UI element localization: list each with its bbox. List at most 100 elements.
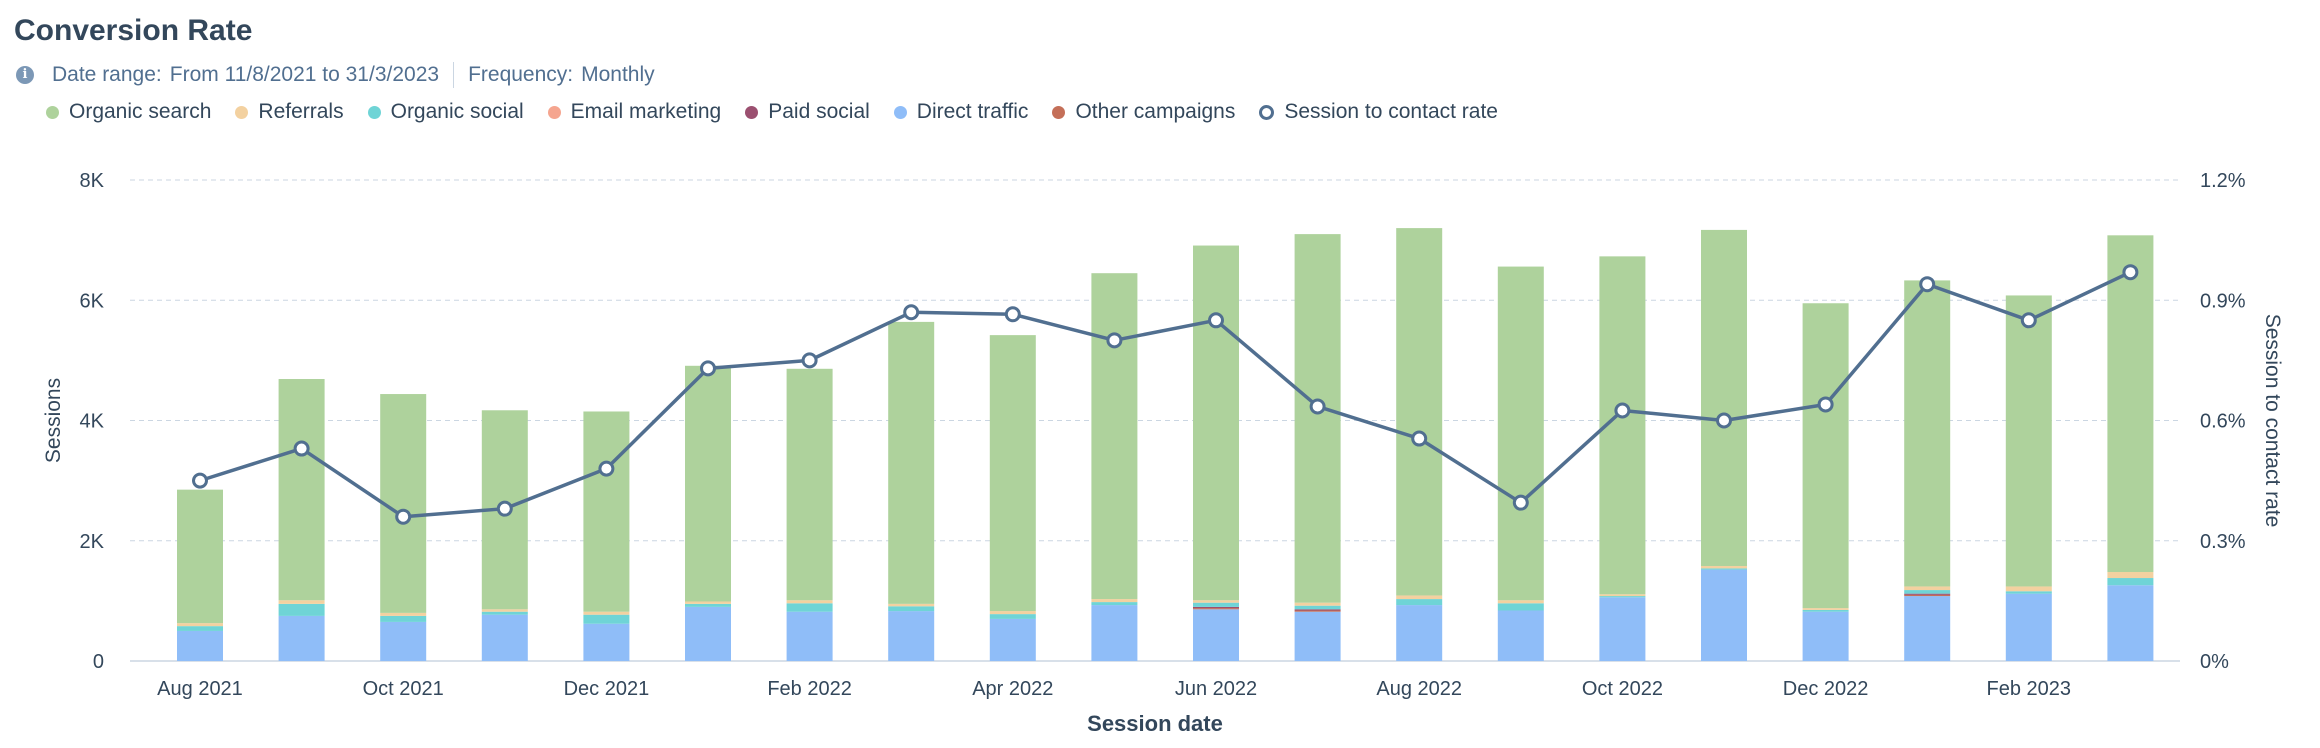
legend-item-direct-traffic[interactable]: Direct traffic	[893, 100, 1028, 124]
bar-segment-organic-search	[786, 368, 833, 601]
y-tick-label: 0	[93, 651, 104, 673]
bar-segment-organic-search	[888, 321, 935, 604]
bar-segment-organic-social	[685, 603, 731, 607]
legend-swatch	[745, 105, 759, 119]
bar-segment-organic-social	[1701, 568, 1747, 570]
legend-item-referrals[interactable]: Referrals	[235, 100, 344, 124]
x-tick-label: Aug 2021	[157, 678, 243, 700]
rate-line	[199, 270, 2132, 519]
bar-segment-organic-social	[1091, 602, 1138, 606]
bar-segment-organic-social	[1193, 602, 1239, 607]
rate-point	[1208, 312, 1224, 329]
bar-segment-direct-traffic	[1904, 596, 1951, 661]
bar-segment-direct-traffic	[2107, 585, 2154, 661]
bar-segment-organic-social	[1396, 599, 1443, 606]
legend-swatch	[367, 105, 381, 119]
bar-segment-direct-traffic	[583, 623, 630, 661]
legend-swatch	[547, 105, 561, 119]
meta-divider	[453, 62, 455, 88]
legend-item-paid-social[interactable]: Paid social	[745, 100, 870, 124]
x-tick-label: Feb 2023	[1987, 678, 2072, 700]
rate-point	[293, 440, 310, 457]
bar-segment-organic-search	[1193, 245, 1239, 601]
rate-point	[192, 472, 208, 489]
bar-segment-organic-search	[1701, 229, 1747, 567]
rate-point	[1512, 494, 1529, 511]
x-axis-title: Session date	[1087, 711, 1223, 736]
bar-segment-referrals	[989, 611, 1036, 615]
rate-point	[598, 460, 615, 477]
y2-tick-label: 1.2%	[2200, 170, 2246, 192]
bar-segment-direct-traffic	[888, 611, 935, 661]
bar-segment-referrals	[1802, 608, 1849, 610]
bar-segment-organic-social	[380, 615, 427, 622]
bar-segment-referrals	[2005, 586, 2052, 592]
bar-segment-direct-traffic	[1802, 611, 1849, 661]
y-axis-title: Sessions	[42, 378, 65, 463]
bar-segment-organic-search	[1396, 228, 1443, 596]
date-range-label: Date range:	[52, 63, 162, 86]
bar-segment-organic-social	[1904, 590, 1951, 594]
bar-segment-organic-search	[1802, 303, 1849, 609]
legend-label: Other campaigns	[1075, 100, 1236, 123]
bar-segment-referrals	[1701, 566, 1747, 569]
bar-segment-organic-social	[481, 611, 528, 615]
date-range: Date range: From 11/8/2021 to 31/3/2023	[52, 63, 439, 87]
bar-segment-direct-traffic	[2005, 593, 2052, 661]
rate-point	[1004, 306, 1021, 323]
rate-point	[801, 352, 818, 369]
bar-segment-organic-social	[1599, 596, 1646, 598]
bar-segment-other-campaigns	[1193, 608, 1239, 610]
legend-label: Email marketing	[570, 100, 722, 123]
bar-segment-organic-search	[583, 411, 630, 612]
bar-segment-direct-traffic	[989, 618, 1036, 661]
legend-item-session-to-contact-rate[interactable]: Session to contact rate	[1259, 100, 1498, 124]
bar-segment-direct-traffic	[380, 621, 427, 661]
x-tick-label: Dec 2022	[1783, 678, 1869, 700]
chart-meta: i Date range: From 11/8/2021 to 31/3/202…	[16, 62, 655, 88]
rate-point	[700, 360, 716, 377]
y-tick-label: 8K	[80, 170, 105, 192]
y-tick-label: 4K	[80, 411, 105, 433]
bar-segment-organic-social	[278, 603, 325, 616]
rate-point	[1106, 332, 1123, 349]
x-tick-label: Oct 2022	[1582, 678, 1663, 700]
y2-tick-label: 0%	[2200, 651, 2229, 673]
rate-point	[903, 304, 920, 321]
bar-segment-organic-social	[786, 603, 833, 612]
info-icon[interactable]: i	[16, 66, 34, 84]
bar-segment-direct-traffic	[1193, 609, 1239, 661]
bar-segment-referrals	[278, 600, 325, 604]
legend-item-email-marketing[interactable]: Email marketing	[547, 100, 722, 124]
legend-item-organic-search[interactable]: Organic search	[46, 100, 211, 124]
bar-segment-direct-traffic	[1701, 569, 1747, 661]
legend-swatch	[235, 105, 249, 119]
legend-item-other-campaigns[interactable]: Other campaigns	[1052, 100, 1235, 124]
rate-point	[1817, 396, 1834, 413]
y2-axis-title: Session to contact rate	[2261, 314, 2284, 528]
rate-point	[1309, 398, 1326, 415]
bar-segment-organic-social	[2107, 578, 2154, 586]
bar-segment-organic-search	[1497, 266, 1544, 601]
bar-segment-referrals	[481, 609, 528, 612]
rate-point	[2020, 312, 2037, 329]
y2-tick-label: 0.6%	[2200, 411, 2246, 433]
bar-segment-organic-social	[177, 626, 223, 631]
bar-segment-referrals	[380, 612, 427, 616]
chart-legend: Organic search Referrals Organic social Ema…	[46, 100, 1522, 124]
legend-label: Paid social	[768, 100, 870, 123]
legend-item-organic-social[interactable]: Organic social	[367, 100, 524, 124]
bar-segment-organic-social	[2005, 591, 2052, 594]
bar-segment-other-campaigns	[1904, 594, 1951, 597]
bar-segment-paid-social	[1294, 609, 1341, 611]
bar-segment-referrals	[1091, 599, 1138, 603]
bar-segment-direct-traffic	[1294, 611, 1341, 661]
bar-segment-referrals	[177, 623, 223, 627]
bar-segment-organic-search	[278, 379, 325, 601]
x-tick-label: Apr 2022	[972, 678, 1053, 700]
rate-point	[1716, 412, 1732, 429]
rate-point	[1411, 430, 1428, 447]
bar-segment-referrals	[1599, 594, 1646, 597]
bar-segment-organic-social	[1497, 603, 1544, 611]
